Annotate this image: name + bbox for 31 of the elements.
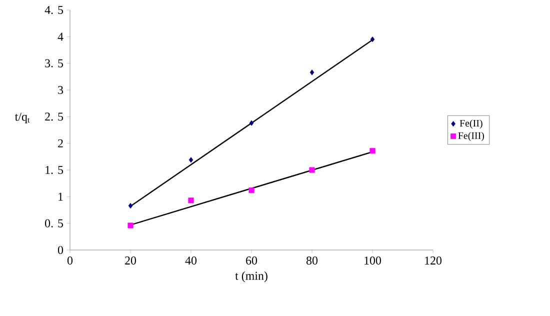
point	[248, 187, 254, 194]
point	[370, 148, 376, 154]
x-tick-label: 60	[246, 256, 258, 265]
point	[188, 157, 194, 163]
x-tick-label: 40	[185, 256, 197, 265]
y-tick-label: 2	[58, 139, 63, 148]
point	[188, 198, 194, 204]
x-tick-label: 20	[125, 256, 136, 265]
y-tick-label: 1. 5	[46, 166, 64, 174]
y-tick-label: 0. 5	[45, 219, 64, 228]
y-axis-title: t/q$_{t}$	[14, 112, 30, 124]
point	[309, 167, 315, 173]
x-tick-label: 100	[364, 256, 382, 265]
x-tick-label: 120	[425, 256, 442, 265]
point	[128, 202, 133, 209]
point	[310, 70, 314, 76]
y-tick-label: 4	[58, 32, 64, 41]
point	[249, 120, 254, 126]
y-tick-label: 4. 5	[44, 6, 64, 14]
legend-label: Fe(III)	[458, 132, 484, 142]
x-axis-title: t (min)	[235, 271, 268, 282]
y-tick-label: 1	[58, 192, 63, 201]
y-tick-label: 2. 5	[45, 112, 64, 121]
x-tick-label: 0	[67, 256, 73, 265]
y-tick-label: 3	[58, 86, 64, 94]
y-tick-label: 0	[58, 246, 64, 254]
point	[128, 222, 134, 228]
x-tick-label: 80	[306, 256, 318, 265]
point	[370, 36, 375, 42]
legend-label: Fe(II)	[460, 120, 482, 129]
y-tick-label: 3. 5	[45, 59, 64, 68]
